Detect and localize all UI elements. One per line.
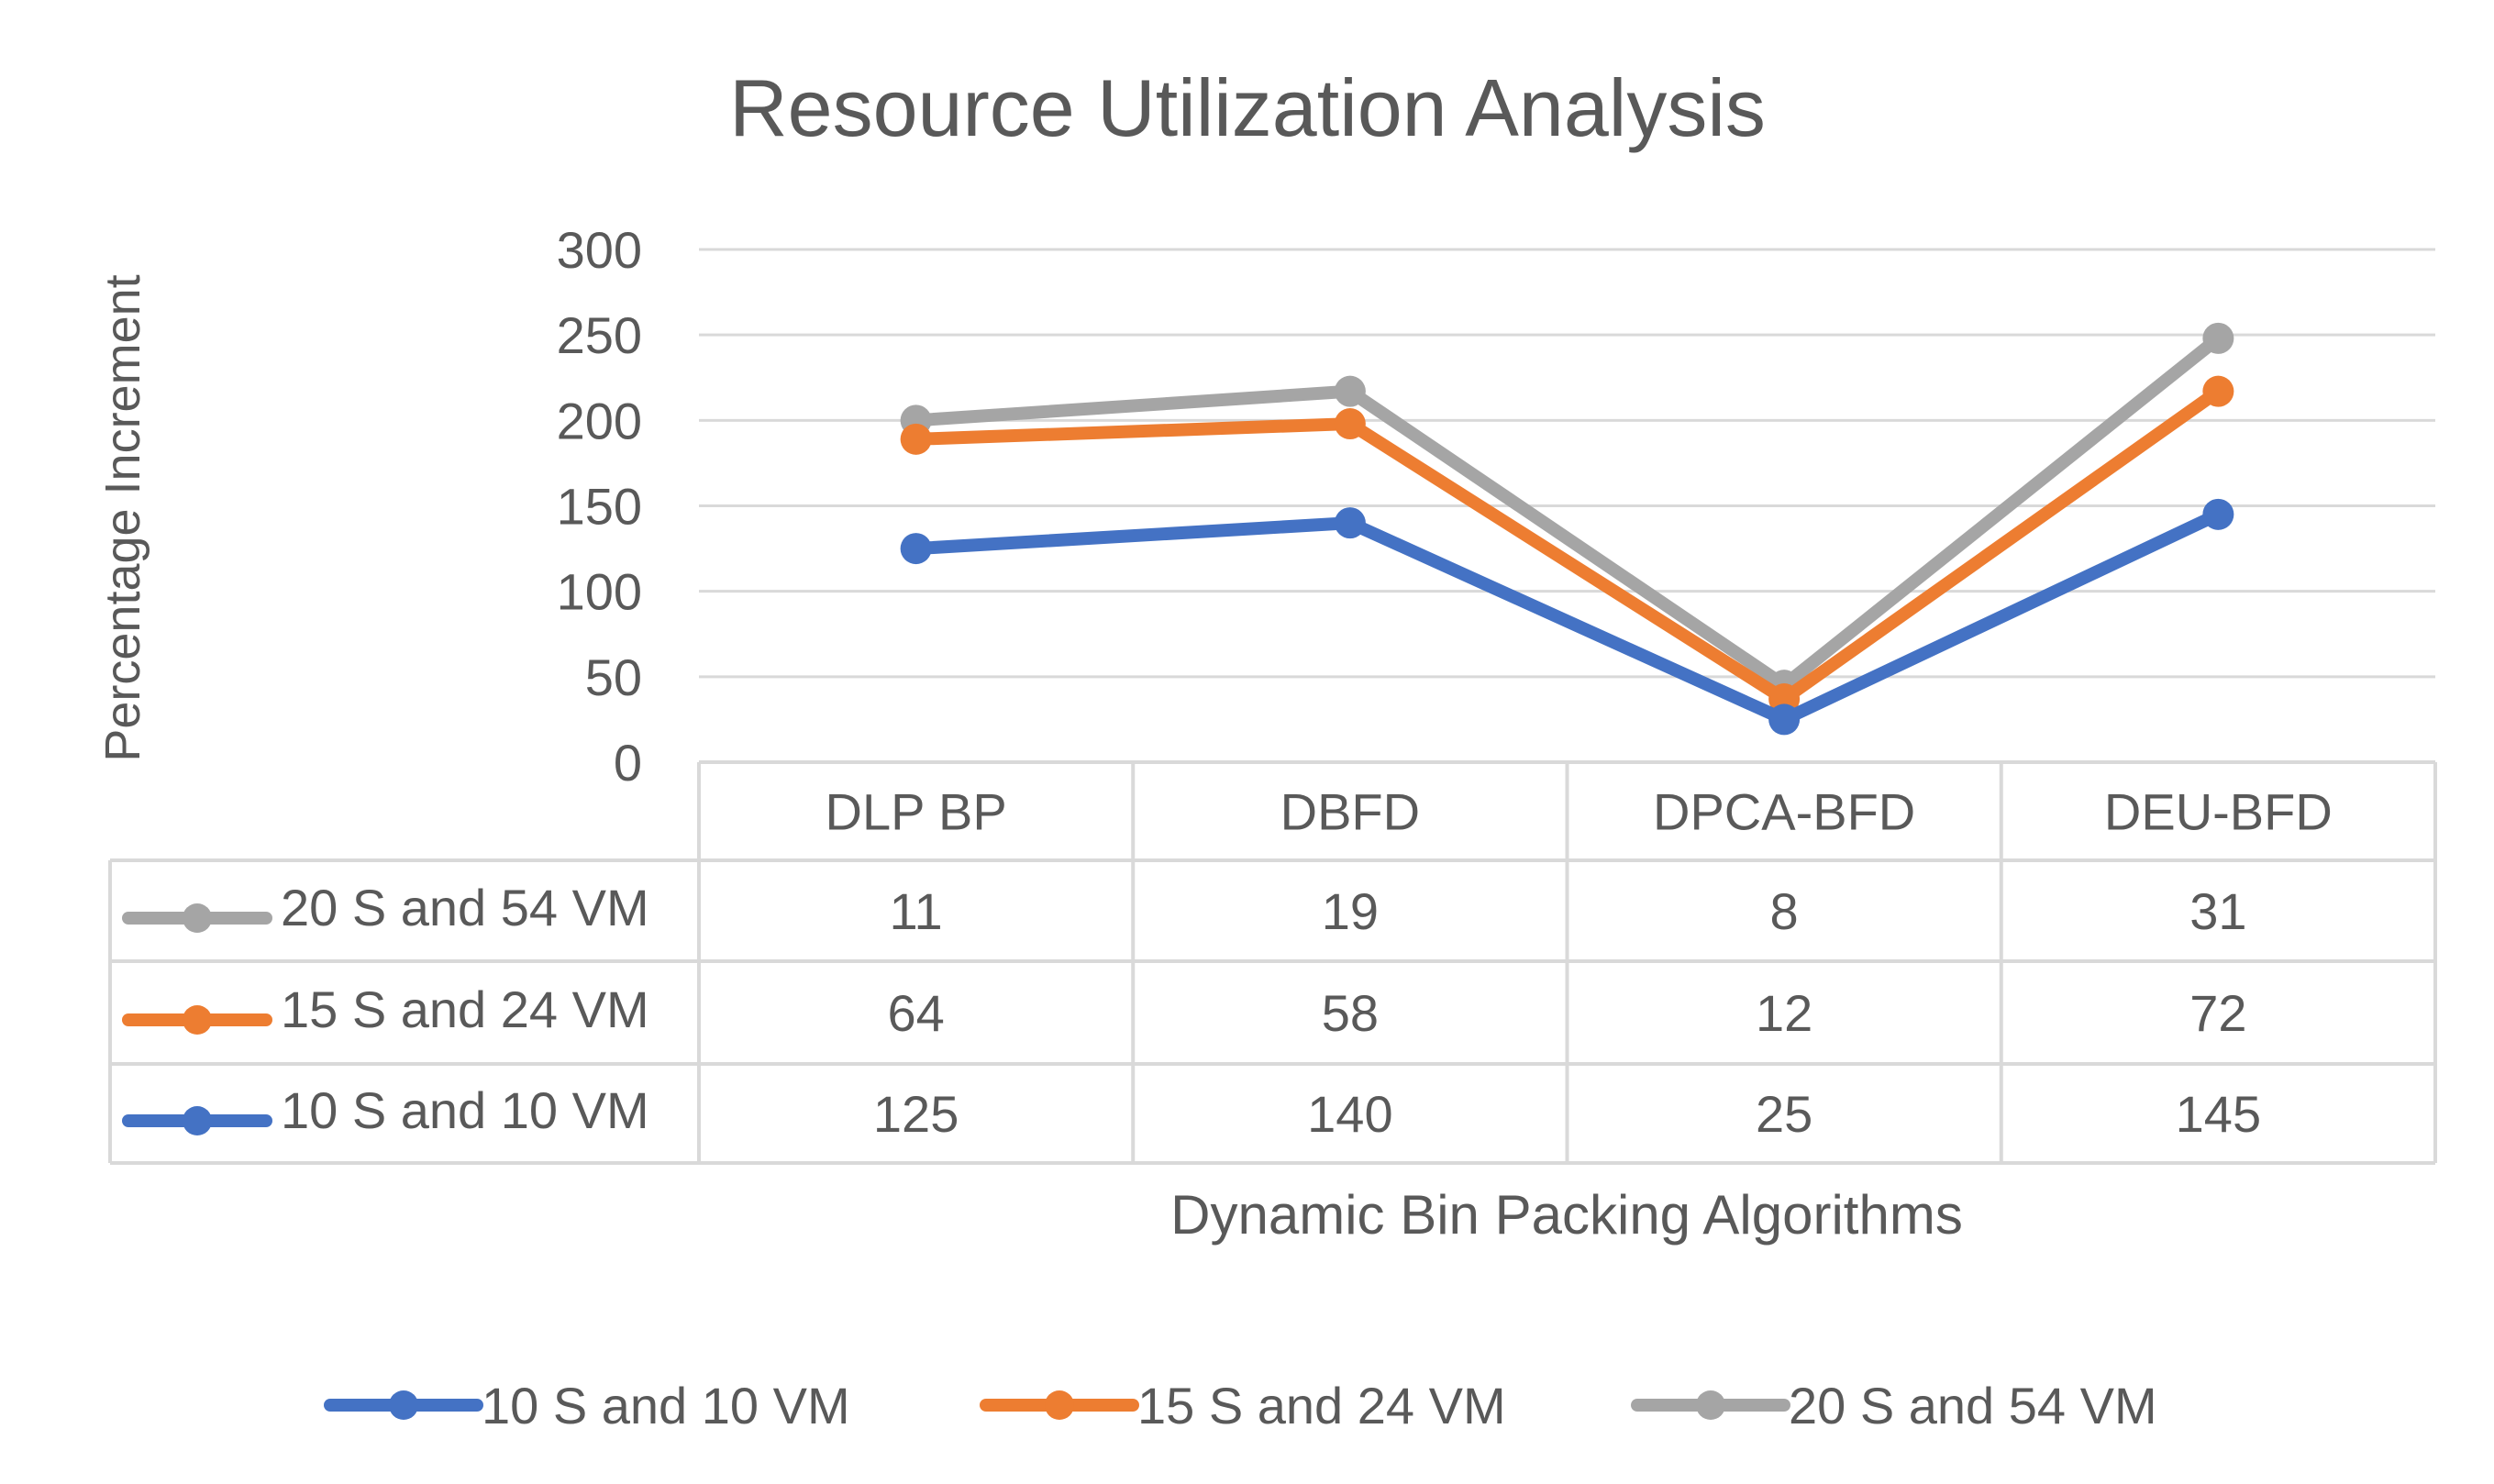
y-tick-label: 50	[585, 648, 642, 706]
data-point-dbfd	[1334, 408, 1366, 440]
table-cell-value: 72	[2189, 984, 2246, 1042]
table-row-label: 20 S and 54 VM	[281, 879, 649, 936]
y-tick-label: 250	[557, 306, 642, 364]
table-row-label: 10 S and 10 VM	[281, 1081, 649, 1139]
table-row-15-s-and-24-vm: 15 S and 24 VM 64 58 12 72	[122, 980, 2247, 1042]
table-row-20-s-and-54-vm: 20 S and 54 VM 11 19 8 31	[122, 879, 2247, 940]
y-tick-label: 100	[557, 563, 642, 621]
data-point-dpca-bfd	[1768, 703, 1801, 736]
category-label-dlp-bp: DLP BP	[826, 783, 1007, 841]
data-point-dlp-bp	[900, 533, 932, 565]
data-point-deu-bfd	[2202, 498, 2234, 530]
y-axis-label: Percentage Increment	[95, 274, 150, 761]
series-15-s-and-24-vm	[900, 375, 2234, 715]
chart-title: Resource Utilization Analysis	[729, 62, 1766, 153]
data-point-dbfd	[1334, 507, 1366, 539]
series-line	[909, 331, 2225, 692]
x-axis-label: Dynamic Bin Packing Algorithms	[1170, 1184, 1963, 1246]
legend-item-10-s-and-10-vm: 10 S and 10 VM	[324, 1377, 850, 1434]
category-label-deu-bfd: DEU-BFD	[2104, 783, 2333, 841]
gridlines	[699, 248, 2435, 679]
series-line	[909, 384, 2225, 706]
table-cell-value: 25	[1756, 1085, 1812, 1143]
table-cell-value: 58	[1322, 984, 1379, 1042]
table-cell-value: 145	[2176, 1085, 2261, 1143]
legend-label: 10 S and 10 VM	[482, 1377, 850, 1434]
legend-item-20-s-and-54-vm: 20 S and 54 VM	[1631, 1377, 2157, 1434]
legend-item-15-s-and-24-vm: 15 S and 24 VM	[980, 1377, 1506, 1434]
table-cell-value: 8	[1770, 882, 1799, 940]
category-label-dbfd: DBFD	[1280, 783, 1420, 841]
table-row-key-marker	[183, 903, 212, 933]
table-cell-value: 11	[890, 882, 943, 940]
data-table-grid	[108, 760, 2437, 1165]
table-row-label: 15 S and 24 VM	[281, 980, 649, 1038]
data-table: DLP BP DBFD DPCA-BFD DEU-BFD 20 S and 54 VM 1…	[122, 783, 2333, 1143]
table-cell-value: 64	[887, 984, 944, 1042]
table-row-10-s-and-10-vm: 10 S and 10 VM 125 140 25 145	[122, 1081, 2261, 1143]
series-20-s-and-54-vm	[900, 322, 2234, 702]
table-cell-value: 19	[1322, 882, 1379, 940]
data-point-dlp-bp	[900, 423, 932, 455]
y-axis-ticks: 0 50 100 150 200 250 300	[557, 221, 642, 792]
legend-marker	[1696, 1390, 1725, 1420]
series-line	[909, 507, 2225, 726]
table-cell-value: 125	[873, 1085, 959, 1143]
table-cell-value: 31	[2189, 882, 2246, 940]
y-tick-label: 0	[614, 734, 642, 792]
table-cell-value: 12	[1756, 984, 1812, 1042]
data-point-dbfd	[1334, 375, 1366, 407]
legend-label: 15 S and 24 VM	[1137, 1377, 1506, 1434]
table-row-key-marker	[183, 1005, 212, 1035]
y-tick-label: 300	[557, 221, 642, 279]
legend-label: 20 S and 54 VM	[1789, 1377, 2157, 1434]
table-cell-value: 140	[1307, 1085, 1392, 1143]
plot-area	[900, 322, 2234, 736]
legend-marker	[1045, 1390, 1074, 1420]
legend-marker	[389, 1390, 418, 1420]
data-point-deu-bfd	[2202, 375, 2234, 407]
series-10-s-and-10-vm	[900, 498, 2234, 736]
table-row-key-marker	[183, 1106, 212, 1135]
legend: 10 S and 10 VM 15 S and 24 VM 20 S and 54 …	[324, 1377, 2157, 1434]
category-label-dpca-bfd: DPCA-BFD	[1653, 783, 1915, 841]
y-tick-label: 200	[557, 392, 642, 449]
y-tick-label: 150	[557, 478, 642, 536]
data-point-deu-bfd	[2202, 322, 2234, 354]
